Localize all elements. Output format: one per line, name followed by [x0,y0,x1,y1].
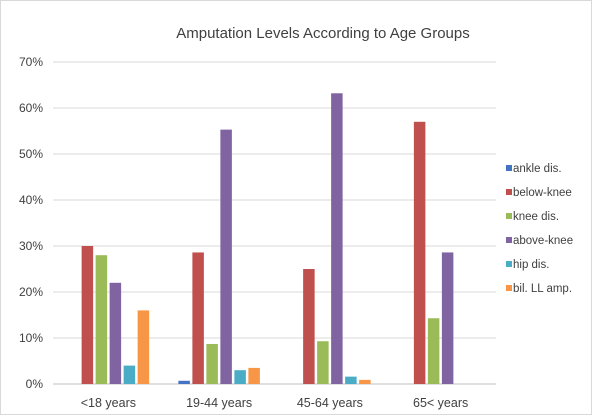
chart-title: Amputation Levels According to Age Group… [176,25,470,42]
y-tick-label: 70% [19,55,43,69]
bar-bil-ll-amp [359,379,371,384]
legend-label: bil. LL amp. [513,283,572,295]
bar-below-knee [192,252,204,384]
y-tick-label: 40% [19,193,43,207]
bar-below-knee [413,121,426,385]
bar-above-knee [331,93,343,384]
bar-hip-dis [234,370,246,384]
legend-swatch [506,189,512,195]
x-category-label: 65< years [413,396,468,410]
legend-swatch [506,237,512,243]
bar-ankle-dis [178,380,190,384]
y-tick-label: 10% [19,331,43,345]
legend: ankle dis. below-knee knee dis. above-knee h… [506,163,573,295]
legend-swatch [506,213,512,219]
x-category-label: 19-44 years [186,396,252,410]
bar-knee-dis [95,255,108,384]
bars [81,93,454,385]
legend-swatch [506,165,512,171]
y-tick-label: 60% [19,101,43,115]
bar-below-knee [81,246,94,384]
y-tick-label: 50% [19,147,43,161]
bar-above-knee [441,252,454,384]
bar-knee-dis [317,341,329,384]
legend-swatch [506,285,512,291]
bar-hip-dis [345,376,357,384]
bar-hip-dis [123,365,136,384]
legend-label: knee dis. [513,211,559,223]
legend-label: below-knee [513,187,572,199]
bar-bil-ll-amp [248,367,260,384]
legend-label: hip dis. [513,259,549,271]
legend-label: ankle dis. [513,163,562,175]
x-category-label: 45-64 years [297,396,363,410]
bar-below-knee [303,269,315,384]
bar-above-knee [109,282,122,384]
gridlines [53,61,496,385]
x-axis-category-labels: <18 years 19-44 years 45-64 years 65< years [81,396,469,410]
bar-bil-ll-amp [137,310,150,384]
y-axis-tick-labels: 0% 10% 20% 30% 40% 50% 60% 70% [19,55,43,391]
bar-knee-dis [206,343,218,384]
legend-label: above-knee [513,235,573,247]
bar-knee-dis [427,318,440,384]
y-tick-label: 20% [19,285,43,299]
y-tick-label: 30% [19,239,43,253]
bar-above-knee [220,129,232,384]
legend-swatch [506,261,512,267]
y-tick-label: 0% [26,377,44,391]
x-category-label: <18 years [81,396,136,410]
